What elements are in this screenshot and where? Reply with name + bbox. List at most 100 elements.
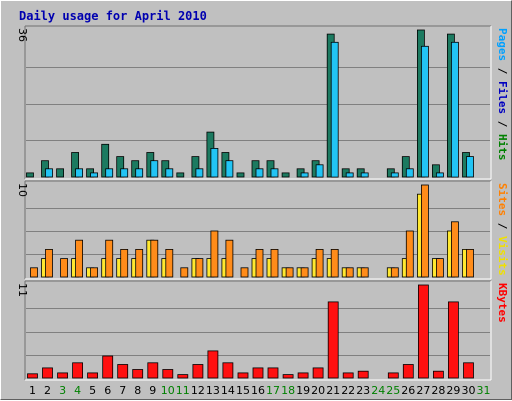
bar (315, 164, 324, 178)
day-label: 22 (341, 384, 355, 397)
bar (165, 168, 174, 178)
bar (330, 248, 339, 278)
bar (281, 172, 290, 178)
bar (466, 156, 474, 178)
bar (327, 301, 339, 379)
panel-legend: Pages / Files / Hits (496, 28, 509, 161)
bar (225, 160, 234, 178)
bar (192, 364, 204, 379)
day-label: 17 (266, 384, 280, 397)
day-label: 9 (149, 384, 156, 397)
bar (330, 41, 339, 178)
bar (105, 239, 114, 278)
bar (360, 172, 369, 178)
bar (420, 184, 429, 278)
bar (252, 367, 264, 379)
bar (176, 172, 185, 178)
chart-title: Daily usage for April 2010 (19, 9, 207, 23)
panel-pages-files-hits: 36 Pages / Files / Hits (16, 25, 509, 180)
bar (345, 267, 354, 278)
day-label: 24 (371, 384, 385, 397)
bar (195, 168, 204, 178)
day-label: 28 (431, 384, 445, 397)
bar (87, 372, 98, 379)
legend-entry: Visits (496, 236, 509, 276)
bar (447, 301, 459, 379)
bar (285, 267, 294, 278)
bar (282, 374, 294, 379)
bar (132, 369, 144, 379)
bar (71, 152, 79, 178)
day-label: 27 (416, 384, 430, 397)
panel-scale-label: 36 (16, 28, 29, 42)
bar (450, 41, 459, 178)
bar (116, 156, 125, 178)
bar (432, 370, 444, 379)
bar (135, 248, 144, 278)
day-label: 23 (356, 384, 370, 397)
day-label: 12 (191, 384, 205, 397)
bar (75, 239, 83, 278)
bar (30, 267, 38, 278)
day-label: 15 (236, 384, 250, 397)
day-label: 16 (251, 384, 265, 397)
panel-legend: KBytes (496, 283, 509, 323)
bar (345, 172, 354, 178)
bar (270, 248, 279, 278)
day-label: 2 (44, 384, 51, 397)
day-label: 31 (477, 384, 491, 397)
day-label: 21 (326, 384, 340, 397)
bar (162, 369, 174, 379)
day-label: 25 (386, 384, 400, 397)
bar (117, 364, 129, 379)
bar (431, 164, 440, 178)
bar (120, 248, 129, 278)
bar (105, 168, 114, 178)
panel-visits-sites: 10 Sites / Visits (16, 180, 509, 280)
day-label: 26 (401, 384, 415, 397)
bar (42, 367, 53, 379)
bar (191, 156, 200, 178)
bar (150, 239, 159, 278)
bar (466, 248, 474, 278)
day-label: 4 (74, 384, 81, 397)
legend-entry: / (496, 61, 509, 81)
bar (240, 267, 249, 278)
day-label: 20 (311, 384, 325, 397)
day-label: 1 (29, 384, 36, 397)
panel-legend: Sites / Visits (496, 183, 509, 276)
day-label: 3 (59, 384, 66, 397)
bar (165, 248, 174, 278)
panel-scale-label: 10 (16, 183, 29, 197)
bar (312, 367, 324, 379)
day-label: 14 (221, 384, 235, 397)
day-label: 10 (161, 384, 175, 397)
bar (102, 355, 114, 379)
bar (45, 248, 53, 278)
day-label: 30 (462, 384, 476, 397)
panel-scale-label: 11 (16, 283, 29, 297)
bar (435, 172, 444, 178)
day-label: 8 (134, 384, 141, 397)
bar (195, 258, 204, 278)
day-label: 7 (119, 384, 126, 397)
bar (222, 362, 234, 379)
bar (357, 370, 369, 379)
bar (342, 372, 354, 379)
bar (270, 168, 279, 178)
bar (387, 372, 399, 379)
bar (297, 372, 309, 379)
bar (255, 168, 264, 178)
bar (390, 267, 399, 278)
legend-entry: / (496, 114, 509, 134)
bar (135, 168, 144, 178)
bar (360, 267, 369, 278)
bar (60, 258, 68, 278)
day-label: 6 (104, 384, 111, 397)
bar (417, 284, 429, 379)
bar (147, 362, 159, 379)
bar (420, 45, 429, 178)
bar (225, 239, 234, 278)
